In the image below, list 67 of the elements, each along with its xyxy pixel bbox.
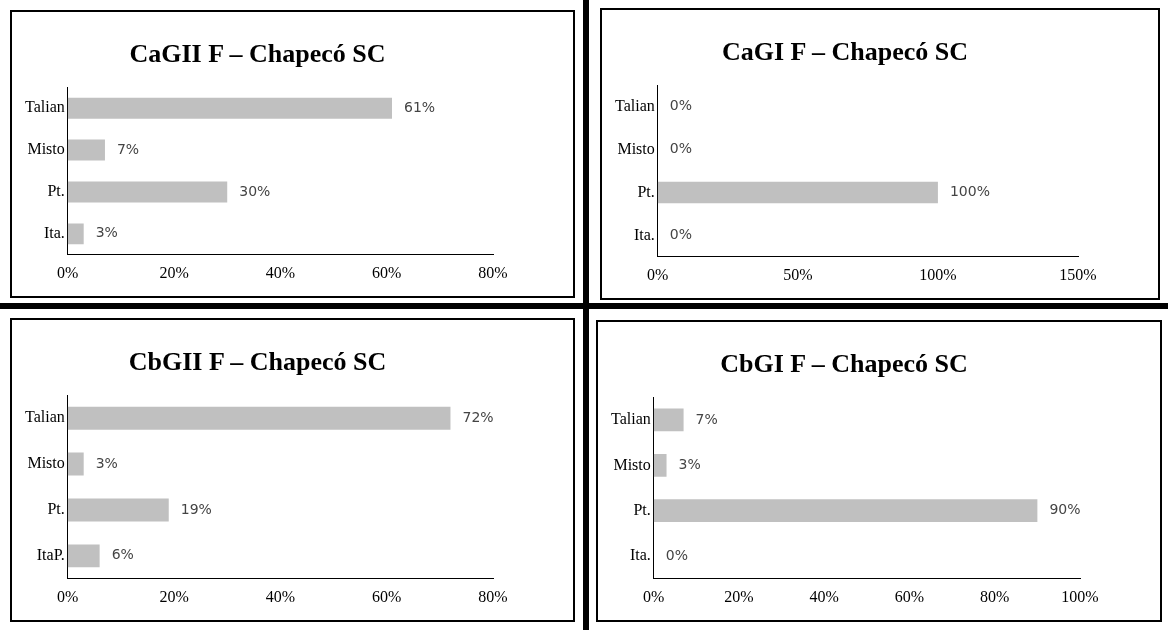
x-tick-label: 0% <box>643 587 665 605</box>
bar <box>67 139 105 161</box>
x-tick-label: 80% <box>478 263 508 281</box>
y-tick-label: Talian <box>25 408 65 426</box>
x-tick-label: 40% <box>265 587 296 605</box>
y-tick-label: Pt. <box>633 500 651 518</box>
data-label: 3% <box>95 224 118 241</box>
data-label: 72% <box>462 408 494 425</box>
data-label: 19% <box>180 500 212 517</box>
data-label: 3% <box>95 454 118 471</box>
x-tick-label: 20% <box>159 587 189 605</box>
bar <box>67 406 451 430</box>
bar <box>67 97 392 119</box>
bar <box>67 223 84 245</box>
data-label: 0% <box>669 97 692 114</box>
bar <box>67 544 100 568</box>
y-tick-label: Pt. <box>47 182 65 200</box>
y-tick-label: Ita. <box>629 546 651 564</box>
x-tick-label: 60% <box>894 587 925 605</box>
chart-title: CaGI F – Chapecó SC <box>721 37 969 67</box>
chart-title: CbGI F – Chapecó SC <box>720 349 968 379</box>
x-tick-label: 0% <box>647 265 669 283</box>
y-tick-label: Ita. <box>633 225 655 243</box>
x-tick-label: 60% <box>372 263 402 281</box>
data-label: 30% <box>239 182 271 199</box>
y-tick-label: Talian <box>611 410 651 428</box>
data-label: 90% <box>1049 501 1081 518</box>
x-tick-label: 20% <box>724 587 754 605</box>
y-tick-label: Pt. <box>637 182 655 200</box>
data-label: 7% <box>695 410 718 427</box>
y-tick-label: Talian <box>25 98 65 116</box>
y-tick-label: Misto <box>617 139 655 157</box>
bar <box>67 498 169 522</box>
y-tick-label: ItaP. <box>36 546 65 564</box>
bar <box>653 408 684 432</box>
x-tick-label: 40% <box>265 263 296 281</box>
data-label: 3% <box>678 455 701 472</box>
data-label: 6% <box>111 546 134 563</box>
bar <box>67 181 228 203</box>
data-label: 0% <box>665 546 688 563</box>
bar <box>653 453 667 477</box>
x-tick-label: 80% <box>478 587 508 605</box>
x-tick-label: 40% <box>809 587 839 605</box>
x-tick-label: 50% <box>783 265 813 283</box>
x-tick-label: 100% <box>1061 587 1099 605</box>
data-label: 7% <box>116 140 140 157</box>
y-tick-label: Misto <box>27 454 65 472</box>
chart-title: CbGII F – Chapecó SC <box>128 347 387 377</box>
y-tick-label: Talian <box>615 96 655 114</box>
bar <box>653 499 1038 523</box>
x-tick-label: 0% <box>57 263 79 281</box>
bar <box>67 452 84 476</box>
data-label: 0% <box>669 225 692 242</box>
x-tick-label: 80% <box>980 587 1010 605</box>
x-tick-label: 150% <box>1059 265 1097 283</box>
data-label: 61% <box>404 98 436 115</box>
y-tick-label: Ita. <box>43 224 65 242</box>
data-label: 100% <box>949 183 990 200</box>
x-tick-label: 0% <box>57 587 79 605</box>
y-tick-label: Pt. <box>47 500 65 518</box>
y-tick-label: Misto <box>27 140 65 158</box>
x-tick-label: 60% <box>372 587 402 605</box>
x-tick-label: 20% <box>159 263 189 281</box>
y-tick-label: Misto <box>613 455 651 473</box>
data-label: 0% <box>669 140 692 157</box>
x-tick-label: 100% <box>919 265 957 283</box>
chart-title: CaGII F – Chapecó SC <box>129 39 386 69</box>
